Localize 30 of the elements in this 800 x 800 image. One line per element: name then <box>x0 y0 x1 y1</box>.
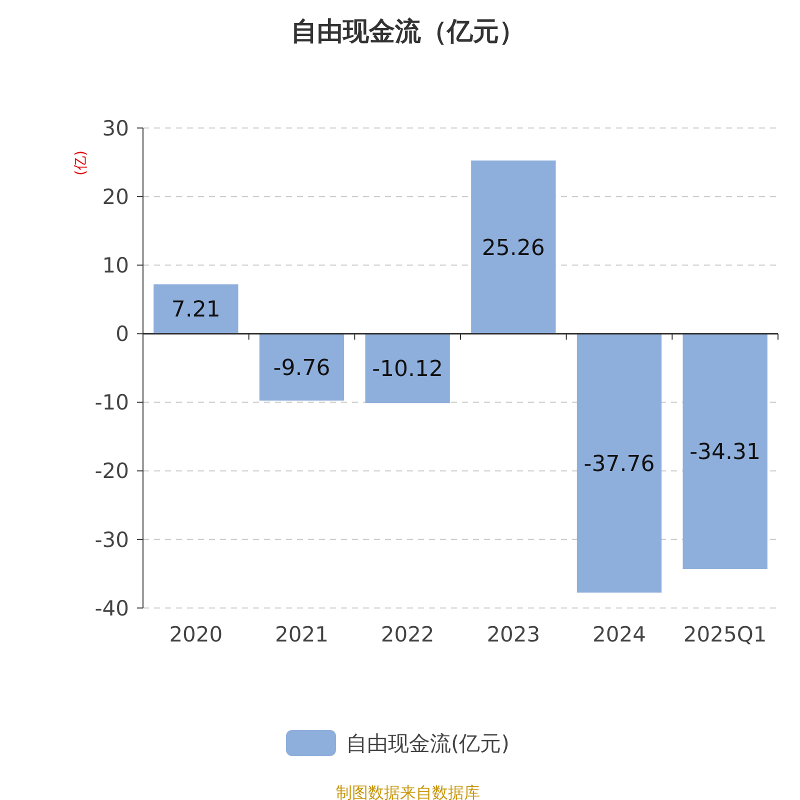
text: 制图数据来自数据库 <box>336 783 480 800</box>
x-tick-label: 2024 <box>592 622 646 646</box>
data-label: -9.76 <box>273 356 330 381</box>
x-tick-label: 2022 <box>380 622 434 646</box>
y-tick-label: 0 <box>116 322 129 346</box>
x-tick-label: 2023 <box>486 622 540 646</box>
y-tick-label: -40 <box>94 596 129 620</box>
data-label: -37.76 <box>584 452 655 477</box>
y-tick-label: 10 <box>102 253 129 278</box>
y-tick-label: -10 <box>94 390 129 415</box>
y-axis-title: (亿) <box>73 150 89 176</box>
y-tick-label: 30 <box>102 116 129 140</box>
y-tick-label: -30 <box>94 528 129 552</box>
data-label: -10.12 <box>372 357 444 382</box>
bar <box>259 334 344 401</box>
x-tick-label: 2021 <box>275 622 328 646</box>
bar <box>576 334 662 593</box>
bar <box>365 334 450 404</box>
data-label: 25.26 <box>482 236 545 261</box>
y-tick-label: -20 <box>94 459 129 484</box>
data-label: -34.31 <box>690 440 761 466</box>
bar <box>154 284 238 334</box>
y-tick-label: 20 <box>102 184 129 209</box>
chart-title: 自由现金流（亿元） <box>291 17 525 47</box>
x-tick-label: 2025Q1 <box>683 622 767 646</box>
bar <box>682 334 768 569</box>
x-tick-label: 2020 <box>169 622 223 646</box>
bar <box>471 160 556 334</box>
data-label: 7.21 <box>171 298 220 323</box>
legend-label: 自由现金流(亿元) <box>346 731 510 756</box>
